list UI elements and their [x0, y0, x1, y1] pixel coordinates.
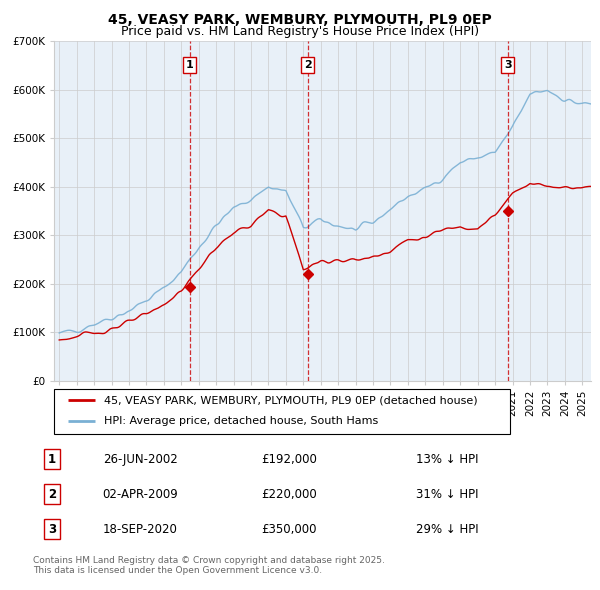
Text: Price paid vs. HM Land Registry's House Price Index (HPI): Price paid vs. HM Land Registry's House …	[121, 25, 479, 38]
Text: 13% ↓ HPI: 13% ↓ HPI	[416, 453, 479, 466]
Text: 26-JUN-2002: 26-JUN-2002	[103, 453, 178, 466]
Text: 02-APR-2009: 02-APR-2009	[103, 487, 178, 501]
Bar	[54, 41, 190, 381]
Text: 2: 2	[304, 60, 311, 70]
Text: 45, VEASY PARK, WEMBURY, PLYMOUTH, PL9 0EP: 45, VEASY PARK, WEMBURY, PLYMOUTH, PL9 0…	[108, 13, 492, 27]
Text: 1: 1	[48, 453, 56, 466]
Text: 29% ↓ HPI: 29% ↓ HPI	[416, 523, 479, 536]
Bar	[190, 41, 308, 381]
Text: Contains HM Land Registry data © Crown copyright and database right 2025.
This d: Contains HM Land Registry data © Crown c…	[33, 556, 385, 575]
Bar	[508, 41, 591, 381]
Text: 1: 1	[186, 60, 194, 70]
Text: HPI: Average price, detached house, South Hams: HPI: Average price, detached house, Sout…	[104, 417, 379, 426]
Text: £350,000: £350,000	[262, 523, 317, 536]
Text: 3: 3	[504, 60, 511, 70]
Text: £192,000: £192,000	[262, 453, 317, 466]
Text: 3: 3	[48, 523, 56, 536]
Text: 45, VEASY PARK, WEMBURY, PLYMOUTH, PL9 0EP (detached house): 45, VEASY PARK, WEMBURY, PLYMOUTH, PL9 0…	[104, 395, 478, 405]
Text: 18-SEP-2020: 18-SEP-2020	[103, 523, 178, 536]
Text: 2: 2	[48, 487, 56, 501]
Text: £220,000: £220,000	[262, 487, 317, 501]
Bar	[308, 41, 508, 381]
Text: 31% ↓ HPI: 31% ↓ HPI	[416, 487, 479, 501]
